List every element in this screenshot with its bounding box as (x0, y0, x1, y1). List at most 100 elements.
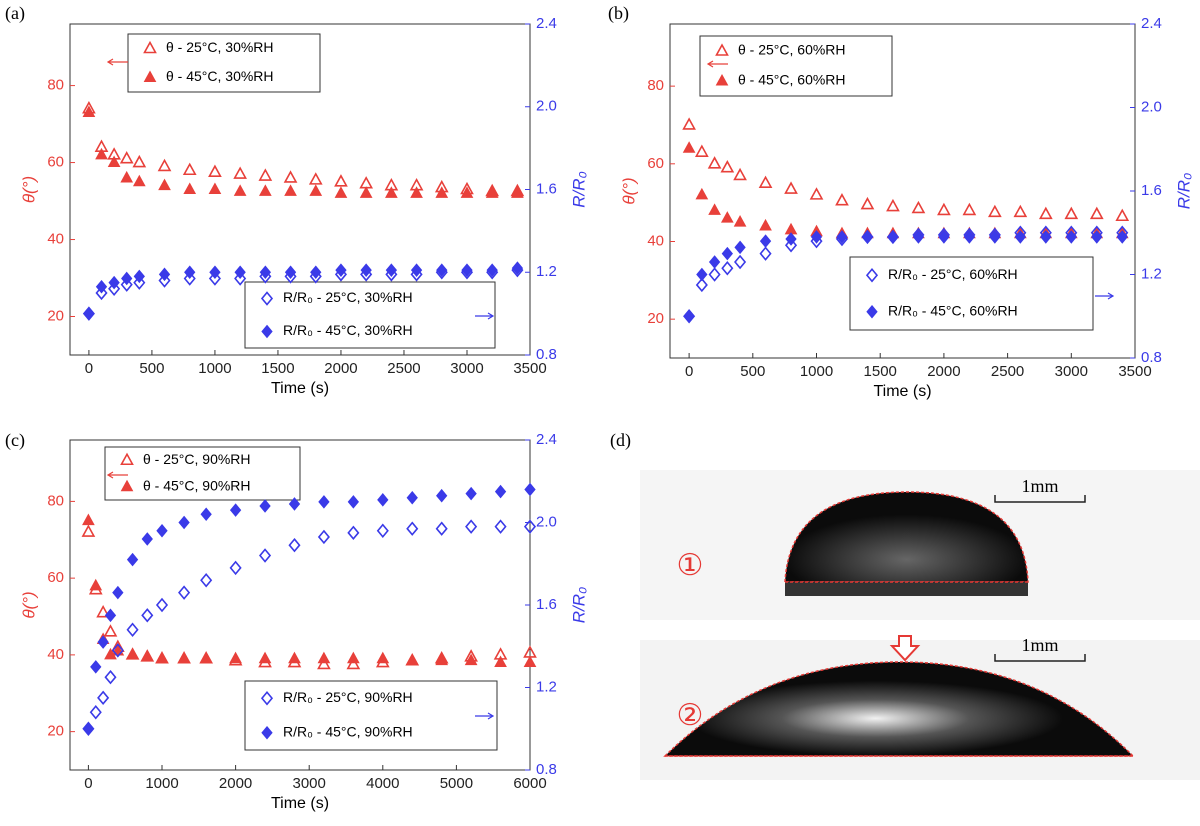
legend-label: θ - 25°C, 60%RH (738, 42, 846, 58)
marker (183, 182, 197, 194)
y-tick-label: 60 (47, 154, 64, 171)
marker (156, 523, 168, 538)
legend-label: θ - 45°C, 90%RH (143, 477, 251, 493)
marker (410, 186, 423, 198)
marker (308, 172, 323, 185)
legend-marker (143, 40, 157, 54)
marker (1013, 204, 1028, 218)
marker (385, 263, 398, 277)
y2-tick-label: 2.0 (1141, 98, 1162, 115)
marker (288, 497, 301, 511)
marker (1014, 230, 1026, 244)
marker (887, 230, 899, 244)
x-tick-label: 2000 (219, 775, 252, 792)
marker (335, 263, 347, 277)
y2-tick-label: 2.4 (536, 15, 557, 32)
marker (141, 532, 153, 546)
marker (259, 499, 271, 513)
chart: (b) 0 500 1000 1500 2000 2500 3000 3500 20 40 60 80 0… (608, 3, 1193, 400)
marker (938, 230, 950, 244)
marker (1064, 206, 1079, 220)
marker (721, 260, 734, 276)
y2-tick-label: 1.2 (536, 263, 557, 280)
legend-marker (120, 452, 134, 466)
marker (96, 605, 110, 618)
marker (107, 155, 121, 168)
marker (182, 162, 197, 176)
legend-marker (260, 691, 274, 706)
panel-label: (d) (610, 430, 631, 451)
marker (82, 721, 95, 736)
marker (208, 271, 221, 286)
marker (733, 215, 747, 227)
step-label: ② (677, 699, 704, 732)
marker (406, 490, 418, 505)
marker (708, 267, 721, 282)
marker (708, 203, 721, 215)
marker (410, 263, 423, 277)
marker (707, 156, 722, 169)
legend-label: θ - 25°C, 90%RH (143, 451, 251, 467)
marker (310, 265, 322, 280)
marker (158, 273, 171, 288)
marker (158, 267, 171, 282)
marker (95, 147, 108, 160)
marker (199, 651, 213, 664)
legend-label: θ - 45°C, 60%RH (738, 72, 846, 88)
y-axis-label: θ(°) (19, 591, 38, 618)
marker (229, 503, 242, 517)
marker (1091, 230, 1103, 244)
marker (108, 281, 121, 297)
panel-d: (d) 1mm 1mm ① ② (610, 430, 1200, 780)
y-axis-label: θ(°) (19, 176, 38, 203)
x-tick-label: 4000 (366, 775, 399, 792)
x-tick-label: 2000 (927, 363, 960, 380)
marker (334, 186, 348, 198)
marker (200, 573, 213, 588)
marker (963, 230, 976, 244)
marker (523, 519, 537, 534)
y2-tick-label: 1.2 (536, 678, 557, 695)
y2-axis-label: R/R₀ (569, 171, 588, 207)
marker (258, 651, 272, 664)
marker (464, 653, 478, 666)
legend-label: R/R₀ - 25°C, 90%RH (283, 689, 413, 705)
legend-label: R/R₀ - 45°C, 60%RH (888, 302, 1018, 318)
x-tick-label: 6000 (513, 775, 546, 792)
marker (155, 651, 169, 664)
marker (184, 265, 196, 280)
marker (234, 271, 247, 286)
marker (126, 647, 139, 660)
x-tick-label: 2500 (387, 360, 420, 377)
axis-arrow (475, 712, 495, 720)
marker (133, 269, 145, 284)
marker (112, 585, 124, 600)
marker (95, 279, 108, 294)
marker (90, 660, 102, 674)
marker (435, 653, 449, 666)
y-tick-label: 80 (47, 77, 64, 94)
marker (104, 669, 117, 685)
legend-marker (120, 479, 134, 492)
marker (1040, 230, 1052, 244)
marker (229, 651, 242, 664)
marker (436, 488, 448, 503)
legend-marker (866, 304, 878, 319)
marker (886, 198, 900, 212)
marker (708, 255, 721, 269)
x-tick-label: 0 (685, 363, 693, 380)
marker (485, 186, 499, 198)
marker (436, 263, 448, 277)
legend-marker (143, 70, 157, 82)
marker (283, 170, 298, 183)
marker (989, 230, 1001, 244)
marker (177, 651, 191, 664)
legend-label: R/R₀ - 45°C, 30%RH (283, 322, 413, 338)
scale-bar (994, 654, 1086, 662)
marker (511, 186, 524, 198)
marker (347, 495, 360, 509)
marker (97, 635, 109, 649)
marker (695, 187, 709, 200)
x-tick-label: 1000 (800, 363, 833, 380)
